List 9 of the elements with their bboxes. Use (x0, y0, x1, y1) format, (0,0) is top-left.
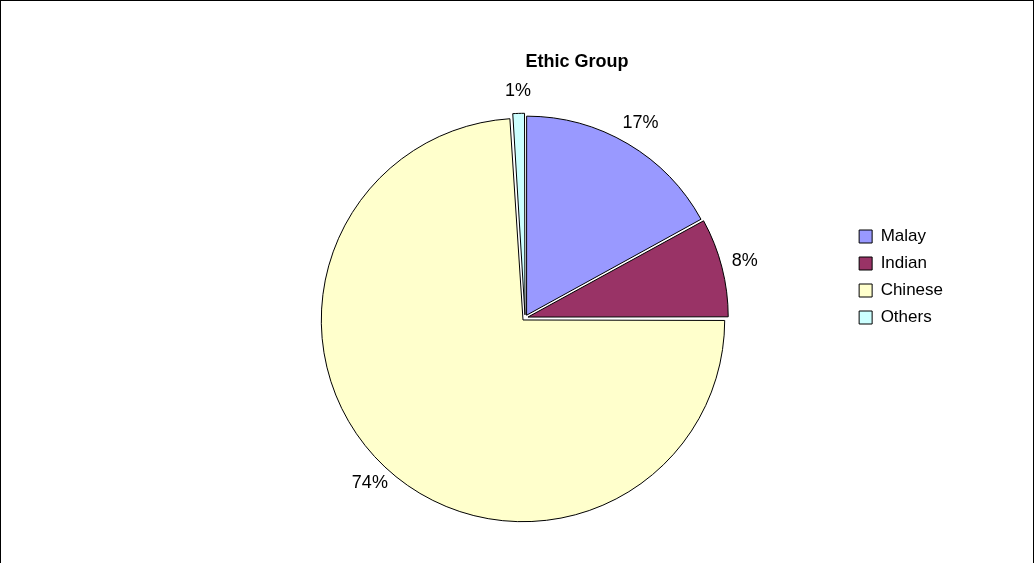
data-label: 8% (731, 250, 758, 271)
legend-label: Chinese (880, 280, 943, 300)
legend-label: Indian (880, 253, 927, 273)
data-label: 1% (504, 80, 531, 101)
legend-label: Others (880, 307, 932, 327)
legend-label: Malay (880, 226, 927, 246)
data-label: 74% (351, 472, 388, 493)
chart-title: Ethic Group (525, 50, 629, 71)
data-label: 17% (622, 111, 659, 132)
